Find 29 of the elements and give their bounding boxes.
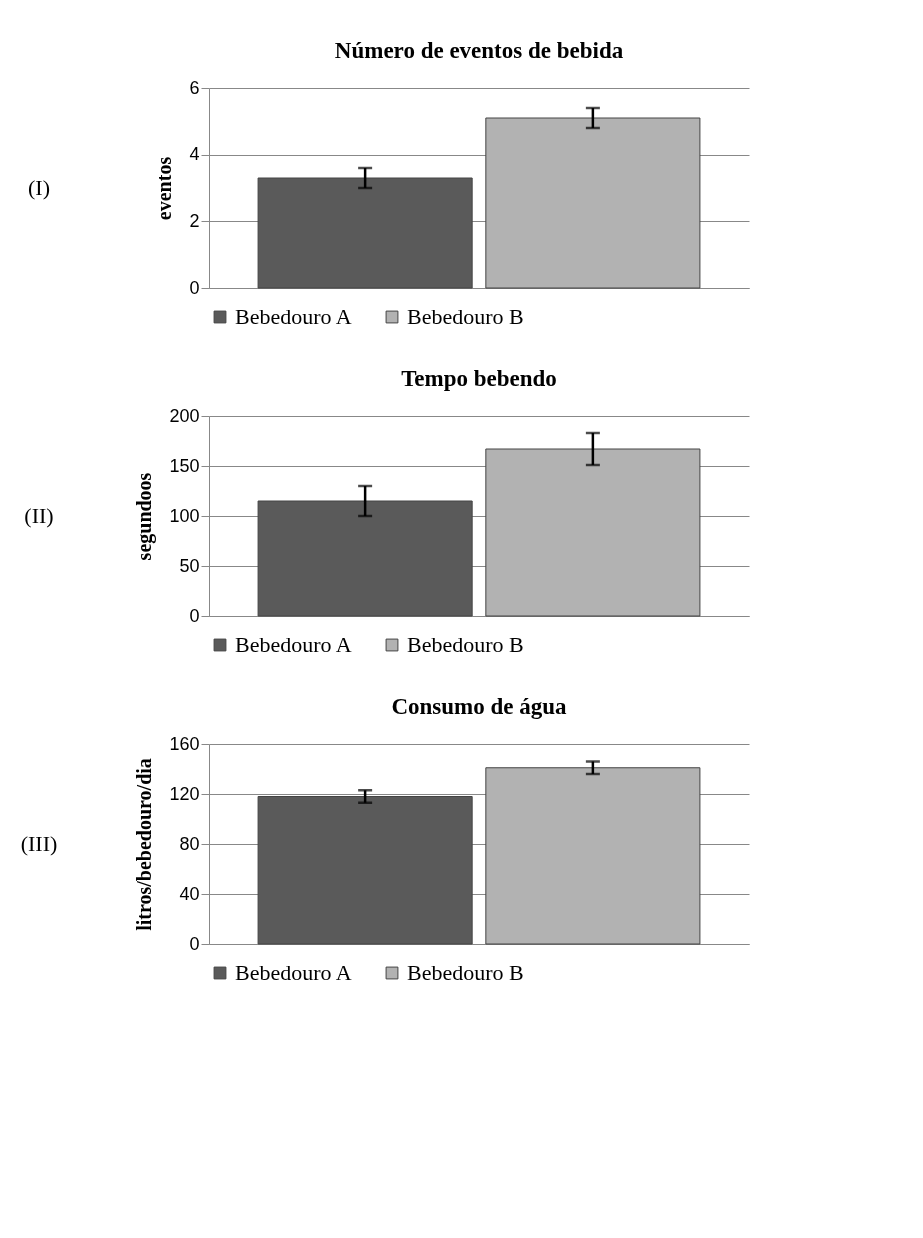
legend-label: Bebedouro A bbox=[235, 304, 352, 329]
chart-title: Número de eventos de bebida bbox=[334, 38, 624, 63]
legend-label: Bebedouro B bbox=[407, 304, 524, 329]
y-tick-label: 40 bbox=[179, 883, 200, 904]
legend-label: Bebedouro B bbox=[407, 632, 524, 657]
chart-title: Tempo bebendo bbox=[401, 366, 557, 391]
y-axis-title: litros/bebedouro/dia bbox=[133, 758, 156, 931]
y-tick-label: 4 bbox=[189, 144, 200, 165]
y-tick-label: 100 bbox=[169, 505, 200, 526]
legend-label: Bebedouro A bbox=[235, 632, 352, 657]
legend-label: Bebedouro A bbox=[235, 960, 352, 985]
y-tick-label: 6 bbox=[189, 77, 200, 98]
y-tick-label: 120 bbox=[169, 783, 200, 804]
y-axis-title: segundoos bbox=[133, 472, 157, 561]
y-tick-label: 80 bbox=[179, 833, 200, 854]
legend-label: Bebedouro B bbox=[407, 960, 524, 985]
text: (I) bbox=[28, 175, 50, 200]
text: (III) bbox=[20, 831, 58, 856]
y-tick-label: 150 bbox=[169, 455, 200, 476]
y-tick-label: 160 bbox=[169, 733, 200, 754]
y-tick-label: 0 bbox=[189, 277, 200, 298]
y-tick-label: 0 bbox=[189, 933, 200, 954]
y-tick-label: 50 bbox=[179, 555, 200, 576]
chart-title: Consumo de água bbox=[391, 694, 568, 719]
y-axis-title: eventos bbox=[153, 156, 176, 221]
y-tick-label: 2 bbox=[189, 210, 200, 231]
text: (II) bbox=[24, 503, 54, 528]
y-tick-label: 0 bbox=[189, 605, 200, 626]
y-tick-label: 200 bbox=[169, 405, 200, 426]
